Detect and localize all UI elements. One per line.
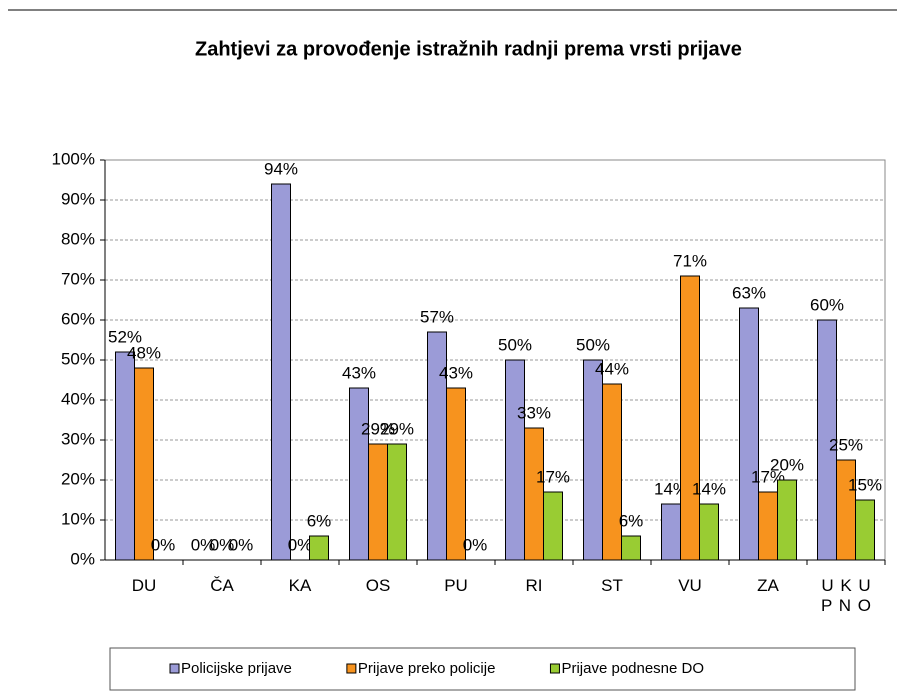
bar (739, 307, 759, 561)
x-tick-label: U K U P N O (821, 576, 871, 615)
legend-swatch (549, 663, 560, 674)
legend-label: Prijave preko policije (358, 660, 496, 677)
value-label: 0% (229, 535, 254, 554)
y-tick-label: 90% (61, 189, 95, 208)
value-label: 52% (108, 327, 142, 346)
x-tick-label: ST (601, 576, 623, 595)
value-label: 14% (654, 479, 688, 498)
bar (349, 387, 369, 561)
bar (583, 359, 603, 561)
value-label: 6% (307, 511, 332, 530)
y-tick-label: 10% (61, 509, 95, 528)
y-tick-label: 30% (61, 429, 95, 448)
value-label: 43% (342, 363, 376, 382)
y-tick-label: 0% (70, 549, 95, 568)
bar (543, 491, 563, 561)
legend-swatch (169, 663, 180, 674)
x-tick-label: VU (678, 576, 702, 595)
x-tick-label: PU (444, 576, 468, 595)
legend-swatch (346, 663, 357, 674)
bar (817, 319, 837, 561)
value-label: 17% (751, 467, 785, 486)
value-label: 63% (732, 283, 766, 302)
value-label: 43% (439, 363, 473, 382)
bar (524, 427, 544, 561)
x-tick-label: ZA (757, 576, 779, 595)
bar (699, 503, 719, 561)
value-label: 48% (127, 343, 161, 362)
bar (505, 359, 525, 561)
legend-label: Prijave podnesne DO (561, 660, 704, 677)
chart-title: Zahtjevi za provođenje istražnih radnji … (195, 38, 742, 60)
value-label: 71% (673, 251, 707, 270)
bar (758, 491, 778, 561)
bar (602, 383, 622, 561)
legend-box (109, 647, 856, 691)
value-label: 0% (151, 535, 176, 554)
legend-label: Policijske prijave (181, 660, 292, 677)
x-tick-label: OS (365, 576, 391, 595)
bar (661, 503, 681, 561)
value-label: 14% (692, 479, 726, 498)
bar (115, 351, 135, 561)
value-label: 20% (770, 455, 804, 474)
x-tick-label: RI (525, 576, 543, 595)
bar (777, 479, 797, 561)
value-label: 94% (264, 159, 298, 178)
bar (368, 443, 388, 561)
x-tick-label: KA (288, 576, 312, 595)
bar (446, 387, 466, 561)
x-tick-label: ČA (210, 576, 234, 595)
y-tick-label: 20% (61, 469, 95, 488)
value-label: 50% (498, 335, 532, 354)
x-tick-label: DU (131, 576, 157, 595)
value-label: 0% (191, 535, 216, 554)
value-label: 57% (420, 307, 454, 326)
bar (621, 535, 641, 561)
value-label: 6% (619, 511, 644, 530)
bar (680, 275, 700, 561)
value-label: 0% (210, 535, 235, 554)
y-tick-label: 70% (61, 269, 95, 288)
value-label: 33% (517, 403, 551, 422)
bar (134, 367, 154, 561)
y-tick-label: 50% (61, 349, 95, 368)
y-tick-label: 80% (61, 229, 95, 248)
value-label: 0% (463, 535, 488, 554)
value-label: 60% (810, 295, 844, 314)
value-label: 50% (576, 335, 610, 354)
bar (309, 535, 329, 561)
value-label: 15% (848, 475, 882, 494)
y-tick-label: 40% (61, 389, 95, 408)
bar (855, 499, 875, 561)
bar (387, 443, 407, 561)
bar (271, 183, 291, 561)
value-label: 25% (829, 435, 863, 454)
value-label: 29% (361, 419, 395, 438)
y-tick-label: 100% (52, 149, 95, 168)
value-label: 44% (595, 359, 629, 378)
value-label: 0% (288, 535, 313, 554)
y-tick-label: 60% (61, 309, 95, 328)
value-label: 17% (536, 467, 570, 486)
value-label: 29% (380, 419, 414, 438)
